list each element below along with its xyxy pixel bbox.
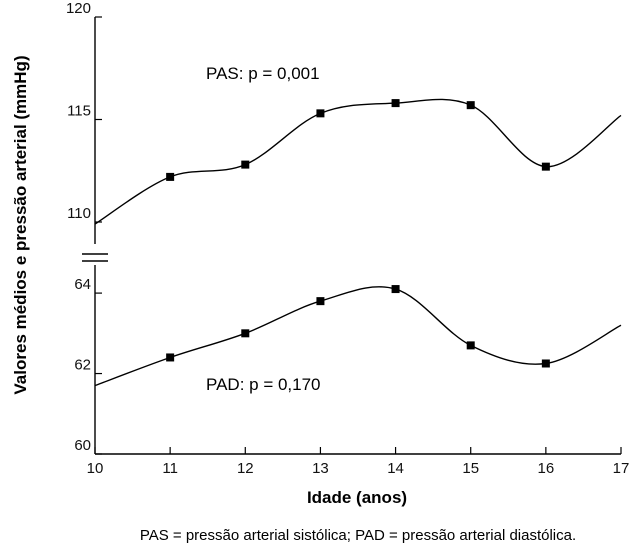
markers [166,99,550,368]
annotation-pad: PAD: p = 0,170 [206,375,321,394]
data-point-pad [391,285,400,294]
data-point-pas [241,160,250,169]
y-axis-title: Valores médios e pressão arterial (mmHg) [11,55,30,394]
y-tick-label: 120 [66,0,91,17]
series-line-pas [94,98,622,225]
y-tick-label: 60 [74,437,91,454]
y-tick-label: 115 [67,103,91,120]
tick-labels: 10 11 12 13 14 15 16 17 110 115 120 60 62 64 [66,0,629,477]
x-tick-label: 10 [87,460,104,477]
data-point-pas [466,101,475,110]
curves [94,98,622,387]
x-tick-label: 14 [387,460,404,477]
x-tick-label: 12 [237,460,254,477]
x-tick-label: 11 [162,460,178,477]
data-point-pad [466,341,475,350]
data-point-pad [241,329,250,338]
data-point-pad [166,353,175,362]
data-point-pas [541,162,550,171]
x-axis-title: Idade (anos) [307,488,407,507]
annotation-pas: PAS: p = 0,001 [206,64,320,83]
axes [82,16,622,455]
y-tick-label: 64 [74,276,91,293]
data-point-pas [166,172,175,181]
x-tick-label: 13 [312,460,329,477]
data-point-pas [316,109,325,118]
data-point-pad [316,297,325,306]
y-tick-label: 110 [67,205,91,222]
y-tick-label: 62 [74,357,91,374]
x-tick-label: 15 [462,460,479,477]
data-point-pad [541,359,550,368]
caption: PAS = pressão arterial sistólica; PAD = … [140,527,576,544]
data-point-pas [391,99,400,108]
x-tick-label: 16 [538,460,555,477]
series-line-pad [94,286,622,387]
x-tick-label: 17 [613,460,630,477]
